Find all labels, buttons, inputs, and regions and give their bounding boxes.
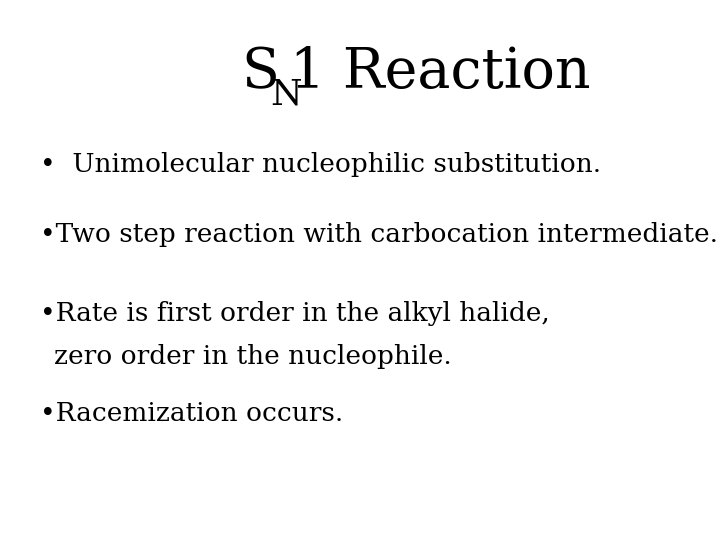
Text: S: S [241,45,279,100]
Text: •Two step reaction with carbocation intermediate.: •Two step reaction with carbocation inte… [40,222,718,247]
Text: •Racemization occurs.: •Racemization occurs. [40,401,343,426]
Text: 1 Reaction: 1 Reaction [290,45,590,100]
Text: zero order in the nucleophile.: zero order in the nucleophile. [54,344,451,369]
Text: •  Unimolecular nucleophilic substitution.: • Unimolecular nucleophilic substitution… [40,152,600,177]
Text: •Rate is first order in the alkyl halide,: •Rate is first order in the alkyl halide… [40,301,549,326]
Text: N: N [271,78,302,111]
